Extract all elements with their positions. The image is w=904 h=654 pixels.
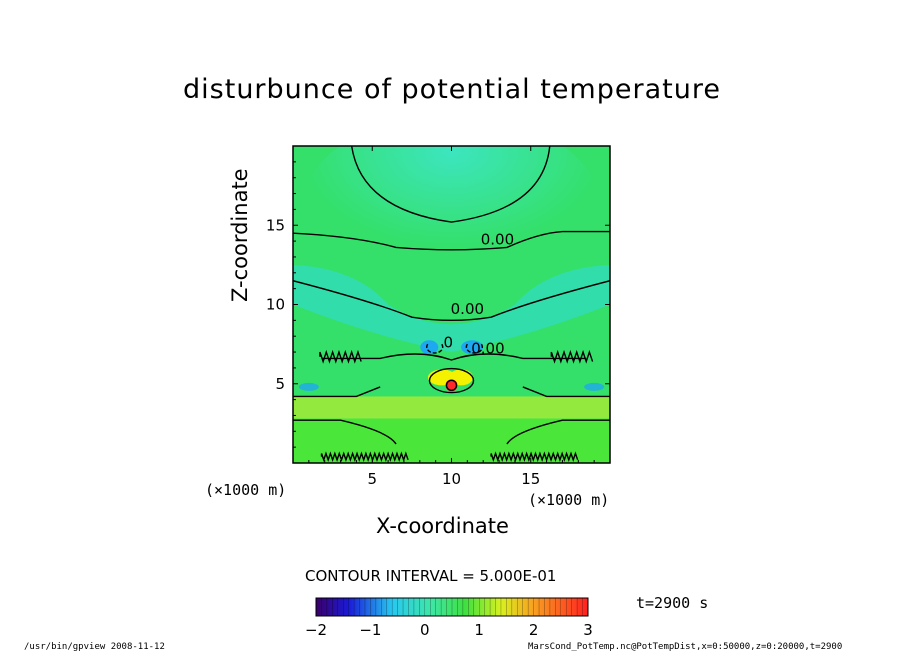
footer-right: MarsCond_PotTemp.nc@PotTempDist,x=0:5000…	[528, 642, 843, 652]
contour-line	[350, 146, 551, 223]
x-tick-label: 15	[521, 470, 540, 488]
colorbar-tick-label: 0	[420, 621, 430, 639]
colorbar-tick-label: 3	[583, 621, 593, 639]
colorbar-tick-label: 1	[474, 621, 484, 639]
contour-line	[321, 353, 587, 361]
colorbar: −2 −1 0 1 2 3	[305, 597, 593, 639]
contour-line	[293, 230, 610, 251]
colorbar-tick-label: −1	[359, 621, 381, 639]
colorbar-tick-label: −2	[305, 621, 327, 639]
warm-layer	[293, 396, 610, 419]
axes: 5 10 15 5 10 15	[266, 146, 610, 488]
y-axis-label: Z-coordinate	[228, 168, 252, 302]
x-tick-label: 5	[367, 470, 377, 488]
contour-line	[550, 349, 594, 364]
y-tick-label: 10	[266, 296, 285, 314]
colorbar-tick-label: 2	[529, 621, 539, 639]
contour-label: 0.00	[451, 300, 484, 318]
contour-line	[320, 451, 409, 462]
contour-line	[490, 451, 579, 462]
y-tick-label: 15	[266, 216, 285, 234]
contour-label: 0	[444, 333, 454, 351]
heatmap-field: 0.00 0.00 0 0.00	[293, 146, 610, 463]
cool-edge-right	[584, 382, 605, 391]
x-tick-label: 10	[442, 470, 461, 488]
contour-line	[293, 386, 610, 398]
hot-core	[445, 379, 458, 392]
cool-region-top	[301, 146, 602, 305]
contour-interval: CONTOUR INTERVAL = 5.000E-01	[305, 567, 557, 585]
contour-line	[293, 280, 610, 322]
contour-line-negative	[426, 343, 484, 354]
time-label: t=2900 s	[636, 594, 709, 612]
x-axis-unit: (×1000 m)	[528, 491, 610, 509]
cool-edge-left	[298, 382, 319, 391]
cool-blob-right	[461, 340, 484, 355]
contour-label: 0.00	[471, 340, 504, 358]
y-tick-label: 5	[275, 375, 285, 393]
cool-blob-left	[420, 340, 439, 355]
x-axis-label: X-coordinate	[376, 514, 509, 538]
contour-line	[445, 379, 458, 392]
footer-left: /usr/bin/gpview 2008-11-12	[24, 642, 165, 652]
contour-line	[293, 419, 610, 445]
contour-line	[428, 367, 475, 394]
chart-title: disturbunce of potential temperature	[183, 74, 721, 105]
contour-line	[319, 349, 362, 364]
contour-label: 0.00	[481, 230, 514, 248]
cool-band	[293, 264, 610, 353]
y-axis-unit: (×1000 m)	[205, 481, 287, 499]
